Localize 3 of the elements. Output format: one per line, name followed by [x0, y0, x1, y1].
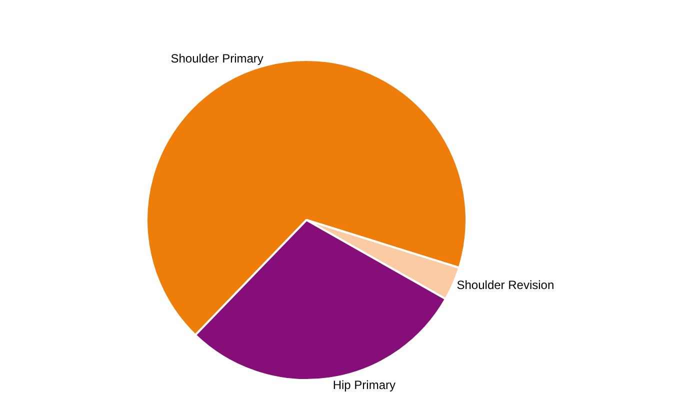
slice-label: Shoulder Revision	[456, 278, 554, 292]
slice-label: Hip Primary	[332, 378, 396, 392]
slice-label: Shoulder Primary	[170, 51, 264, 66]
